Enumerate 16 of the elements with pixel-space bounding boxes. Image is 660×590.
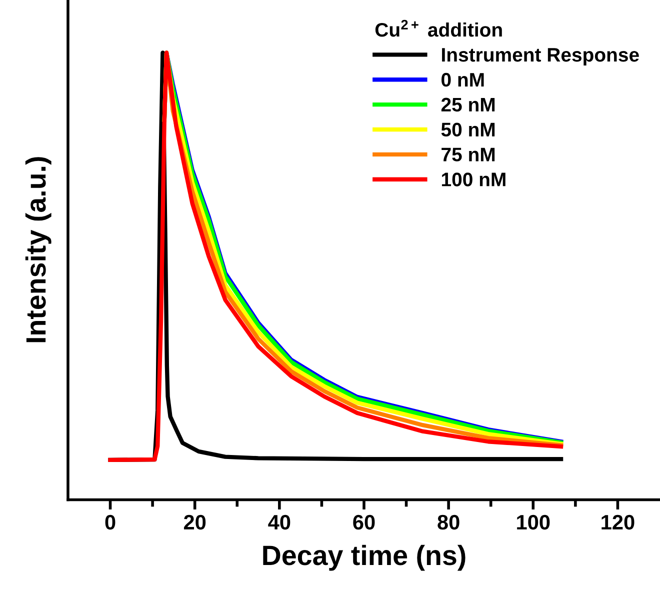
x-tick-label: 20 bbox=[184, 514, 206, 530]
x-tick-label: 0 bbox=[105, 514, 116, 530]
x-tick-label: 120 bbox=[602, 514, 634, 530]
y-axis-title: Intensity (a.u.) bbox=[25, 157, 52, 342]
legend-label: 50 nM bbox=[441, 122, 495, 137]
legend-label: 25 nM bbox=[441, 98, 495, 112]
x-tick-label: 60 bbox=[353, 514, 375, 530]
x-tick-label: 80 bbox=[438, 514, 460, 530]
legend-label: 100 nM bbox=[442, 172, 506, 186]
x-tick-label: 100 bbox=[517, 514, 550, 530]
x-axis-title: Decay time (ns) bbox=[263, 544, 466, 571]
legend-label: 75 nM bbox=[442, 148, 495, 162]
x-tick-label: 40 bbox=[268, 514, 290, 530]
legend-title: Cu$^{2+}$ addition bbox=[375, 20, 502, 37]
legend-label: 0 nM bbox=[442, 72, 484, 87]
legend-label: Instrument Response bbox=[442, 48, 639, 66]
